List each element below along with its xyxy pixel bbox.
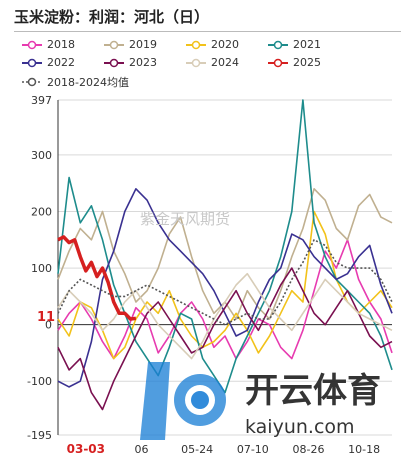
legend-label: 2018-2024均值 xyxy=(47,76,129,89)
y-tick-label: 397 xyxy=(31,94,52,107)
legend-label: 2019 xyxy=(129,38,157,51)
x-tick-label: 08-26 xyxy=(293,443,325,456)
legend-label: 2025 xyxy=(293,56,321,69)
legend-label: 2023 xyxy=(129,56,157,69)
chart-title: 玉米淀粉：利润：河北（日） xyxy=(14,8,210,26)
y-tick-label: -195 xyxy=(27,429,52,442)
series-line-2025 xyxy=(57,235,137,321)
x-tick-label: 06 xyxy=(135,443,149,456)
legend-swatch xyxy=(186,40,206,49)
latest-value-label: 11 xyxy=(37,310,55,325)
series-line-2022 xyxy=(57,188,393,388)
y-tick-label: 0 xyxy=(45,319,52,332)
watermark-url: kaiyun.com xyxy=(245,416,355,438)
legend-swatch xyxy=(104,40,124,49)
x-axis-ticks: 03-03 06 05-24 07-10 08-26 10-18 xyxy=(67,442,381,456)
legend-item-avg[interactable]: 2018-2024均值 xyxy=(22,74,152,90)
legend-item-2022[interactable]: 2022 xyxy=(22,56,104,69)
x-tick-label: 07-10 xyxy=(237,443,269,456)
legend-swatch xyxy=(268,58,288,67)
legend-item-2023[interactable]: 2023 xyxy=(104,56,186,69)
y-tick-label: 100 xyxy=(31,262,52,275)
x-tick-label: 03-03 xyxy=(67,442,105,456)
legend: 2018 2019 2020 2021 2022 2023 2024 2025 … xyxy=(22,38,402,90)
legend-item-2020[interactable]: 2020 xyxy=(186,38,268,51)
watermark-brand: 开云体育 xyxy=(245,371,381,411)
legend-label: 2024 xyxy=(211,56,239,69)
legend-label: 2020 xyxy=(211,38,239,51)
legend-label: 2022 xyxy=(47,56,75,69)
legend-item-2019[interactable]: 2019 xyxy=(104,38,186,51)
legend-label: 2018 xyxy=(47,38,75,51)
watermark-logo: 开云体育 kaiyun.com xyxy=(140,362,381,440)
legend-swatch xyxy=(104,58,124,67)
watermark-text: 紫金天风期货 xyxy=(140,210,230,228)
legend-swatch xyxy=(22,58,42,67)
legend-swatch xyxy=(22,77,42,87)
x-tick-label: 10-18 xyxy=(348,443,380,456)
series-line-2024 xyxy=(57,272,393,360)
title-divider xyxy=(14,31,401,32)
legend-item-2024[interactable]: 2024 xyxy=(186,56,268,69)
legend-item-2025[interactable]: 2025 xyxy=(268,56,350,69)
series-line-2023 xyxy=(57,267,393,411)
x-tick-label: 05-24 xyxy=(181,443,213,456)
legend-swatch xyxy=(186,58,206,67)
legend-item-2018[interactable]: 2018 xyxy=(22,38,104,51)
y-tick-label: 200 xyxy=(31,205,52,218)
y-axis-ticks: 397 300 200 100 0 -100 -195 xyxy=(27,94,52,442)
legend-swatch xyxy=(22,40,42,49)
y-tick-label: -100 xyxy=(27,375,52,388)
y-tick-label: 300 xyxy=(31,149,52,162)
series-lines xyxy=(57,99,393,411)
legend-label: 2021 xyxy=(293,38,321,51)
legend-swatch xyxy=(268,40,288,49)
legend-item-2021[interactable]: 2021 xyxy=(268,38,350,51)
